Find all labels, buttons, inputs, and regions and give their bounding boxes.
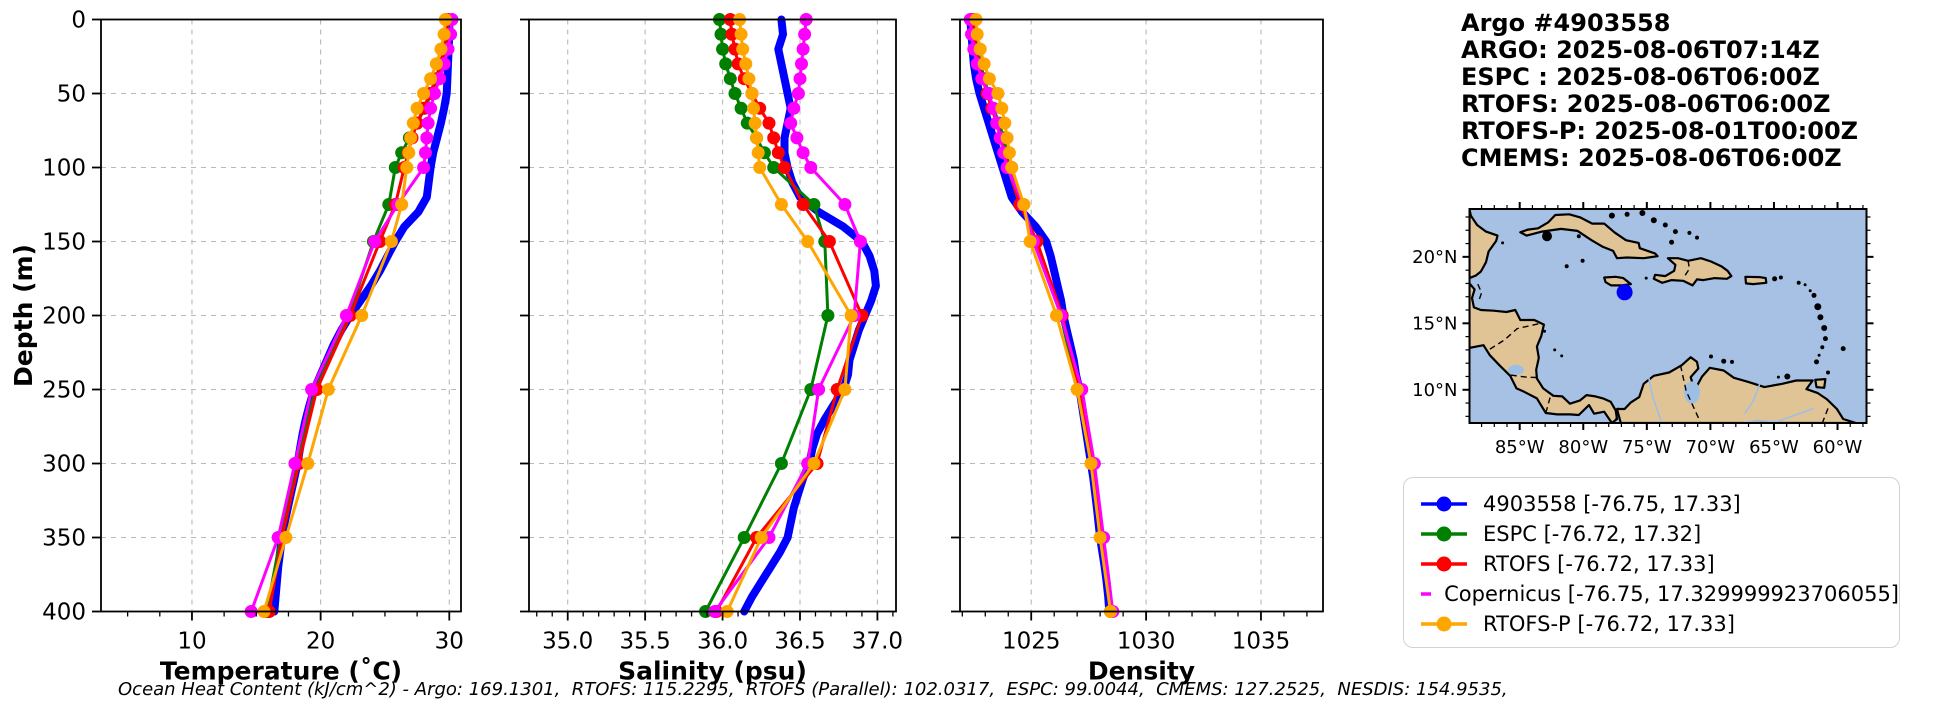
depth-tick-label: 100 xyxy=(42,156,86,182)
map-land-yucatan xyxy=(1469,209,1499,280)
legend-label: 4903558 [-76.75, 17.33] xyxy=(1483,492,1741,516)
series-RTOFS-P-salinity-markers xyxy=(720,13,858,618)
map-islets xyxy=(1501,210,1846,380)
depth-tick-label: 350 xyxy=(42,526,86,552)
legend-marker-rtofsp xyxy=(1421,616,1467,632)
map-lon-label: 70°W xyxy=(1686,437,1736,458)
header-line-cmems: CMEMS: 2025-08-06T06:00Z xyxy=(1461,144,1842,172)
legend-marker-4903558 xyxy=(1421,496,1467,512)
map-lon-label: 60°W xyxy=(1813,437,1863,458)
header-line-espc: ESPC : 2025-08-06T06:00Z xyxy=(1461,63,1820,91)
salinity-axis-label: Salinity (psu) xyxy=(618,657,807,686)
map-lon-label: 65°W xyxy=(1749,437,1799,458)
map-land-cuba xyxy=(1519,213,1659,260)
page-title: Argo #4903558 xyxy=(1461,9,1671,37)
legend-marker-espc xyxy=(1421,526,1467,542)
map-frame xyxy=(1468,208,1868,424)
x-tick-label: 37.0 xyxy=(852,629,903,655)
map-border xyxy=(1684,260,1691,276)
legend-item-copernicus: Copernicus [-76.75, 17.329999923706055] xyxy=(1418,579,1899,609)
x-tick-label: 35.0 xyxy=(542,629,593,655)
map-lat-label: 10°N xyxy=(1412,380,1457,401)
depth-tick-label: 200 xyxy=(42,304,86,330)
map-land-centam xyxy=(1469,282,1619,423)
map-border xyxy=(1821,408,1829,423)
map-lat-label: 20°N xyxy=(1412,247,1457,268)
map-border xyxy=(1545,396,1551,414)
legend-marker-rtofs xyxy=(1421,556,1467,572)
map-lon-label: 75°W xyxy=(1622,437,1672,458)
legend-item-espc: ESPC [-76.72, 17.32] xyxy=(1418,519,1899,549)
map-border xyxy=(1489,322,1541,350)
map-land-puertorico xyxy=(1744,275,1768,286)
depth-axis-label: Depth (m) xyxy=(9,244,38,387)
density-panel: 1025 1030 1035 Density xyxy=(951,13,1324,686)
map-river xyxy=(1647,376,1663,423)
legend-label: Copernicus [-76.75, 17.329999923706055] xyxy=(1444,582,1899,606)
map-float-marker xyxy=(1616,284,1633,301)
map-land-hispaniola xyxy=(1652,257,1733,287)
x-tick-label: 36.0 xyxy=(697,629,748,655)
legend-label: ESPC [-76.72, 17.32] xyxy=(1483,522,1702,546)
x-tick-label: 10 xyxy=(177,629,206,655)
x-tick-label: 1035 xyxy=(1232,629,1291,655)
map-border xyxy=(1615,407,1619,421)
ocean-heat-content-text: Ocean Heat Content (kJ/cm^2) - Argo: 169… xyxy=(118,679,1508,700)
header-line-rtofsp: RTOFS-P: 2025-08-01T00:00Z xyxy=(1461,117,1859,145)
temperature-axis-label: Temperature (˚C) xyxy=(160,657,402,686)
legend-label: RTOFS-P [-76.72, 17.33] xyxy=(1483,612,1735,636)
temperature-panel: 10 20 30050100150200250300350400Temperatur… xyxy=(42,8,464,686)
series-Copernicus-temperature-markers xyxy=(244,13,459,618)
x-tick-label: 36.5 xyxy=(774,629,825,655)
series-RTOFS-P-density-markers xyxy=(969,13,1117,618)
x-tick-label: 1030 xyxy=(1117,629,1176,655)
legend-item-rtofsp: RTOFS-P [-76.72, 17.33] xyxy=(1418,609,1899,639)
depth-tick-label: 400 xyxy=(42,600,86,626)
map-land-group xyxy=(1469,209,1858,423)
locator-map: 85°W 80°W 75°W 70°W 65°W 60°W 20°N 15°N 10°N xyxy=(1412,202,1874,458)
legend-box: 4903558 [-76.75, 17.33] ESPC [-76.72, 17… xyxy=(1403,477,1900,648)
map-lake xyxy=(1684,381,1700,404)
map-land-southam xyxy=(1615,356,1858,423)
depth-tick-label: 150 xyxy=(42,230,86,256)
map-lat-label: 15°N xyxy=(1412,313,1457,334)
legend-item-4903558: 4903558 [-76.75, 17.33] xyxy=(1418,489,1899,519)
depth-tick-label: 50 xyxy=(57,82,86,108)
legend-label: RTOFS [-76.72, 17.33] xyxy=(1483,552,1715,576)
header-block: Argo #4903558 ARGO: 2025-08-06T07:14Z ES… xyxy=(1461,10,1858,172)
map-river xyxy=(1744,382,1761,415)
depth-tick-label: 300 xyxy=(42,452,86,478)
map-river xyxy=(1740,407,1814,423)
x-tick-label: 1025 xyxy=(1002,629,1061,655)
depth-tick-label: 250 xyxy=(42,378,86,404)
header-line-rtofs: RTOFS: 2025-08-06T06:00Z xyxy=(1461,90,1831,118)
x-tick-label: 20 xyxy=(306,629,335,655)
map-lon-label: 80°W xyxy=(1558,437,1608,458)
map-border xyxy=(1510,374,1537,379)
map-land-trinidad xyxy=(1814,378,1827,389)
x-tick-label: 30 xyxy=(435,629,464,655)
header-line-argo: ARGO: 2025-08-06T07:14Z xyxy=(1461,36,1820,64)
legend-item-rtofs: RTOFS [-76.72, 17.33] xyxy=(1418,549,1899,579)
salinity-panel: 35.0 35.5 36.0 36.5 37.0 Salinity (psu) xyxy=(520,13,903,686)
depth-tick-label: 0 xyxy=(71,8,86,34)
legend-marker-copernicus xyxy=(1421,592,1432,596)
map-lake xyxy=(1507,364,1524,375)
map-border xyxy=(1477,283,1483,303)
density-axis-label: Density xyxy=(1088,657,1195,686)
map-lon-label: 85°W xyxy=(1495,437,1545,458)
x-tick-label: 35.5 xyxy=(620,629,671,655)
